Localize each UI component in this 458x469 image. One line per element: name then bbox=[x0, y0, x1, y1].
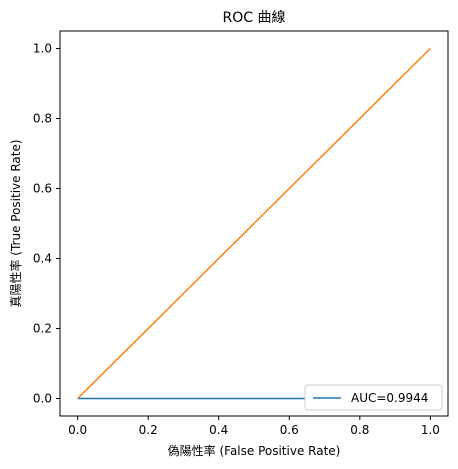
plot-area: 0.0 0.2 0.4 0.6 0.8 1.0 0.0 0.2 0.4 0.6 0.8 1.0 bbox=[33, 30, 449, 437]
y-tick-label: 0.2 bbox=[33, 322, 52, 336]
y-tick-label: 1.0 bbox=[33, 42, 52, 56]
y-tick-label: 0.8 bbox=[33, 112, 52, 126]
x-tick-label: 1.0 bbox=[421, 423, 440, 437]
y-axis-label: 真陽性率 (True Positive Rate) bbox=[8, 139, 23, 307]
y-tick-label: 0.6 bbox=[33, 182, 52, 196]
legend: AUC=0.9944 bbox=[304, 384, 443, 411]
series-layer bbox=[77, 47, 431, 400]
x-tick-label: 0.4 bbox=[209, 423, 228, 437]
legend-box bbox=[304, 384, 443, 411]
x-tick-label: 0.6 bbox=[280, 423, 299, 437]
y-tick-label: 0.4 bbox=[33, 252, 52, 266]
x-axis-label: 偽陽性率 (False Positive Rate) bbox=[168, 443, 341, 458]
legend-label: AUC=0.9944 bbox=[351, 391, 428, 405]
series-line-1 bbox=[77, 47, 431, 400]
x-tick-label: 0.2 bbox=[139, 423, 158, 437]
x-tick-label: 0.0 bbox=[68, 423, 87, 437]
x-axis-ticks: 0.0 0.2 0.4 0.6 0.8 1.0 bbox=[68, 416, 440, 437]
y-tick-label: 0.0 bbox=[33, 392, 52, 406]
chart-title: ROC 曲線 bbox=[223, 10, 286, 26]
x-tick-label: 0.8 bbox=[350, 423, 369, 437]
y-axis-ticks: 0.0 0.2 0.4 0.6 0.8 1.0 bbox=[33, 42, 60, 406]
